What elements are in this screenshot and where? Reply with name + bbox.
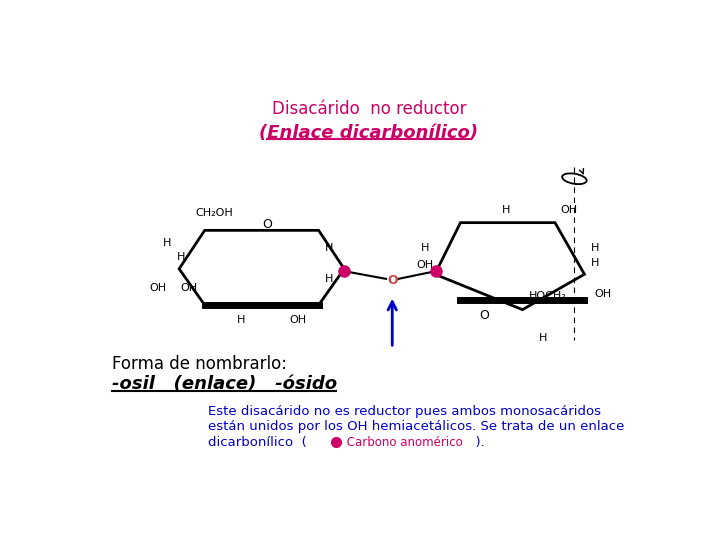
Text: OH: OH bbox=[416, 260, 433, 270]
Text: Carbono anomérico: Carbono anomérico bbox=[343, 436, 462, 449]
Text: H: H bbox=[325, 243, 333, 253]
Text: están unidos por los OH hemiacetálicos. Se trata de un enlace: están unidos por los OH hemiacetálicos. … bbox=[208, 420, 624, 433]
Text: H: H bbox=[177, 252, 186, 262]
Text: OH: OH bbox=[150, 283, 167, 293]
Text: O: O bbox=[479, 308, 489, 321]
Text: (Enlace dicarbonílico): (Enlace dicarbonílico) bbox=[259, 124, 479, 141]
Text: dicarbonílico  (: dicarbonílico ( bbox=[208, 436, 307, 449]
Text: H: H bbox=[591, 259, 600, 268]
Text: H: H bbox=[420, 243, 429, 253]
Text: OH: OH bbox=[289, 315, 306, 326]
Text: ).: ). bbox=[467, 436, 485, 449]
Text: H: H bbox=[163, 239, 171, 248]
Text: O: O bbox=[262, 219, 271, 232]
Text: Forma de nombrarlo:: Forma de nombrarlo: bbox=[112, 355, 287, 373]
Text: OH: OH bbox=[560, 205, 577, 214]
Text: OH: OH bbox=[181, 283, 198, 293]
Text: -osil   (enlace)   -ósido: -osil (enlace) -ósido bbox=[112, 375, 337, 393]
Text: H: H bbox=[325, 274, 333, 284]
Text: H: H bbox=[237, 315, 246, 326]
Text: Disacárido  no reductor: Disacárido no reductor bbox=[271, 100, 467, 118]
Text: O: O bbox=[387, 274, 397, 287]
Text: HOCH₂: HOCH₂ bbox=[529, 291, 567, 301]
Text: Este disacárido no es reductor pues ambos monosacáridos: Este disacárido no es reductor pues ambo… bbox=[208, 405, 600, 418]
Text: H: H bbox=[539, 333, 548, 343]
Text: H: H bbox=[502, 205, 510, 214]
Text: CH₂OH: CH₂OH bbox=[195, 208, 233, 218]
Text: H: H bbox=[591, 243, 600, 253]
Text: OH: OH bbox=[595, 289, 611, 299]
